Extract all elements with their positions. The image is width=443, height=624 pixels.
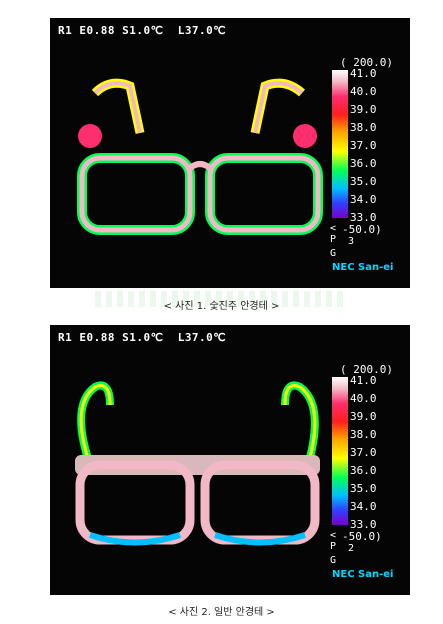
color-scale-bar (332, 70, 348, 218)
thermal-header: R1 E0.88 S1.0℃ L37.0℃ (58, 331, 227, 344)
scale-tick: 35.0 (350, 175, 377, 188)
side-char: P (330, 234, 337, 245)
brand-label: NEC San-ei (332, 262, 394, 273)
scale-tick: 37.0 (350, 139, 377, 152)
hinge-left (78, 124, 102, 148)
lens-right (205, 153, 323, 235)
scale-tick: 36.0 (350, 464, 377, 477)
scale-tick: 38.0 (350, 121, 377, 134)
side-char: G (330, 248, 337, 259)
side-char: P (330, 541, 337, 552)
scale-range: ( 200.0) (340, 56, 393, 69)
hinge-right (293, 124, 317, 148)
scale-range: ( 200.0) (340, 363, 393, 376)
glasses-thermal-1 (77, 78, 323, 235)
caption-1: < 사진 1. 숯진주 안경테 > (163, 301, 280, 312)
scale-tick: 34.0 (350, 193, 377, 206)
side-char: < (330, 530, 337, 541)
scale-tick: 41.0 (350, 374, 377, 387)
lens-left (77, 153, 195, 235)
scale-tick: 40.0 (350, 392, 377, 405)
lens-left (75, 460, 195, 545)
watermark (95, 291, 345, 307)
side-char: 3 (348, 236, 355, 247)
scale-tick: 40.0 (350, 85, 377, 98)
side-char: 2 (348, 543, 355, 554)
side-char: G (330, 555, 337, 566)
scale-bottom-value: -50.0) (342, 530, 382, 543)
scale-bottom-value: -50.0) (342, 223, 382, 236)
scale-tick: 37.0 (350, 446, 377, 459)
scale-tick: 33.0 (350, 211, 377, 224)
scale-tick: 39.0 (350, 103, 377, 116)
scale-tick: 33.0 (350, 518, 377, 531)
bridge (188, 161, 212, 171)
thermal-header: R1 E0.88 S1.0℃ L37.0℃ (58, 24, 227, 37)
scale-tick: 39.0 (350, 410, 377, 423)
brand-label: NEC San-ei (332, 569, 394, 580)
color-scale-bar (332, 377, 348, 525)
thermal-image-2: R1 E0.88 S1.0℃ L37.0℃ ( 200.0) 41.0 40.0… (50, 325, 410, 595)
scale-tick: 35.0 (350, 482, 377, 495)
top-bar (75, 455, 320, 475)
scale-tick: 38.0 (350, 428, 377, 441)
lens-right (200, 460, 320, 545)
scale-tick: 41.0 (350, 67, 377, 80)
scale-tick: 36.0 (350, 157, 377, 170)
caption-2: < 사진 2. 일반 안경테 > (168, 607, 275, 618)
glasses-thermal-2 (75, 381, 320, 546)
thermal-image-1: R1 E0.88 S1.0℃ L37.0℃ ( 200.0) 41.0 40.0… (50, 18, 410, 288)
side-char: < (330, 223, 337, 234)
scale-tick: 34.0 (350, 500, 377, 513)
